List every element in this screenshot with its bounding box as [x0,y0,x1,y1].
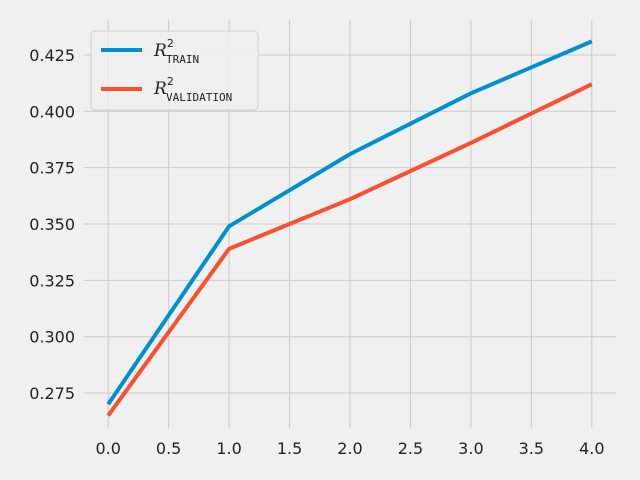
legend-label-validation: R2 VALIDATION [153,75,232,104]
legend-label-validation-main: R [153,79,167,99]
y-tick-label: 0.375 [29,159,75,178]
legend: R2 TRAIN R2 VALIDATION [90,30,259,111]
x-tick-label: 1.5 [277,439,302,458]
series-line-train [106,39,593,406]
legend-label-validation-sup: 2 [167,75,174,88]
y-tick-label: 0.275 [29,384,75,403]
legend-label-train-main: R [153,41,167,61]
y-tick-label: 0.400 [29,102,75,121]
x-tick-label: 4.0 [579,439,604,458]
legend-label-train: R2 TRAIN [153,37,199,66]
series-layer [106,39,593,417]
y-axis-ticks: 0.275 0.300 0.325 0.350 0.375 0.400 0.425 [29,46,75,403]
y-tick-label: 0.425 [29,46,75,65]
x-tick-label: 2.0 [337,439,362,458]
x-tick-label: 2.5 [398,439,423,458]
legend-label-train-sup: 2 [167,37,174,50]
y-tick-label: 0.350 [29,215,75,234]
y-tick-label: 0.325 [29,271,75,290]
x-tick-label: 3.5 [519,439,544,458]
x-axis-ticks: 0.0 0.5 1.0 1.5 2.0 2.5 3.0 3.5 4.0 [95,439,604,458]
x-tick-label: 3.0 [458,439,483,458]
x-tick-label: 0.0 [95,439,120,458]
series-line-validation [106,82,593,417]
legend-label-train-sub: TRAIN [166,53,199,66]
x-tick-label: 1.0 [216,439,241,458]
x-tick-label: 0.5 [156,439,181,458]
legend-label-validation-sub: VALIDATION [166,91,232,104]
y-tick-label: 0.300 [29,328,75,347]
